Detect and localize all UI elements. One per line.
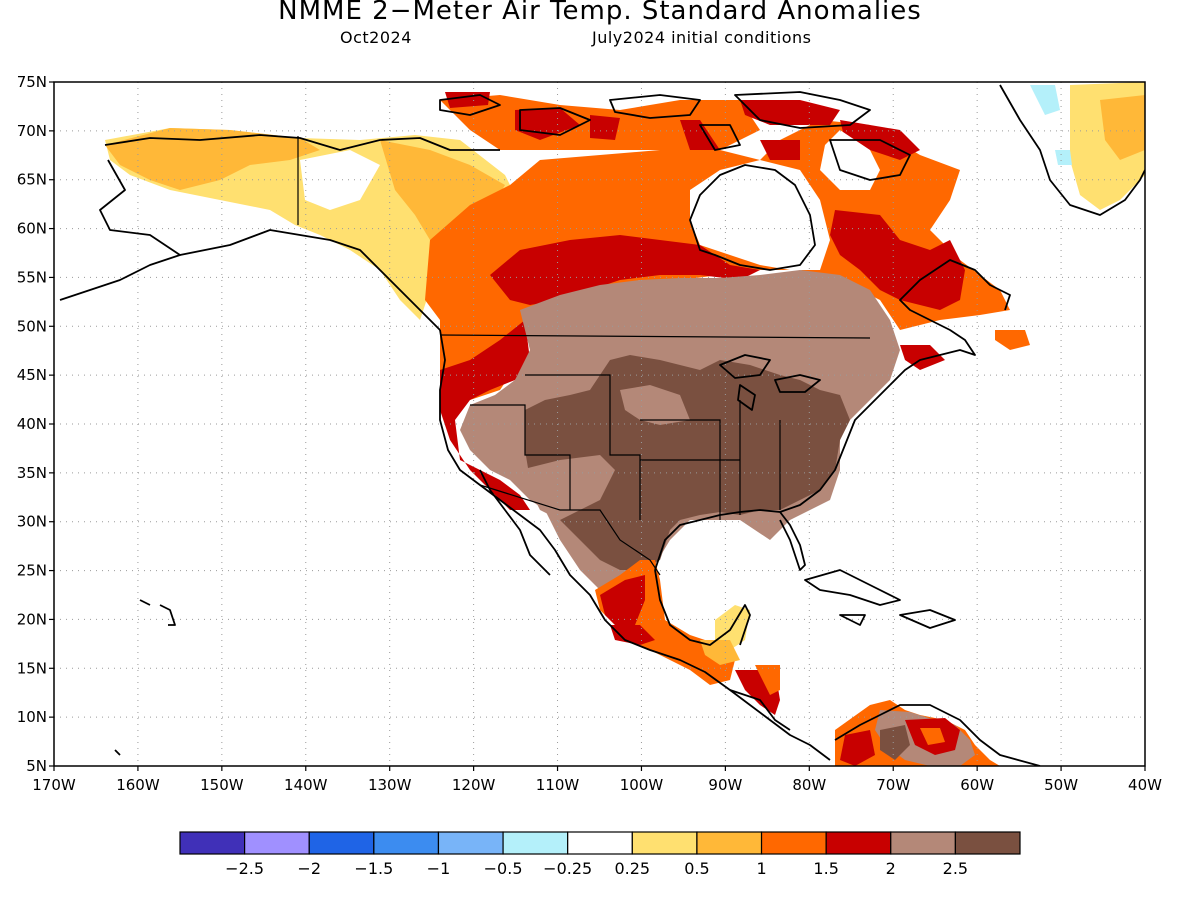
lat-label: 25N xyxy=(17,562,47,580)
lat-label: 75N xyxy=(17,73,47,91)
axis-ticks xyxy=(49,81,1146,771)
lon-label: 120W xyxy=(452,776,496,794)
longitude-labels: 170W 160W 150W 140W 130W 120W 110W 100W 90W 80W 70… xyxy=(32,776,1162,794)
colorbar-label: 0.5 xyxy=(684,859,709,878)
lon-label: 160W xyxy=(116,776,160,794)
lon-label: 80W xyxy=(792,776,826,794)
lat-label: 35N xyxy=(17,464,47,482)
colorbar-label: −2 xyxy=(297,859,321,878)
colorbar-swatch xyxy=(760,831,827,855)
lat-label: 60N xyxy=(17,220,47,238)
coastlines xyxy=(59,84,1145,766)
lon-label: 40W xyxy=(1128,776,1162,794)
lon-label: 140W xyxy=(284,776,328,794)
initial-conditions: July2024 initial conditions xyxy=(592,28,812,47)
colorbar-swatch xyxy=(308,831,375,855)
anomaly-shading xyxy=(105,82,1145,766)
colorbar-swatch xyxy=(825,831,892,855)
forecast-month: Oct2024 xyxy=(340,28,412,47)
colorbar-label: 2.5 xyxy=(943,859,968,878)
lat-label: 5N xyxy=(26,757,47,775)
lon-label: 90W xyxy=(708,776,742,794)
lon-label: 60W xyxy=(960,776,994,794)
lat-label: 70N xyxy=(17,122,47,140)
graticule xyxy=(54,82,1145,766)
chart-title: NMME 2−Meter Air Temp. Standard Anomalie… xyxy=(278,0,922,26)
colorbar-swatch xyxy=(696,831,763,855)
lon-label: 50W xyxy=(1044,776,1078,794)
colorbar-swatch xyxy=(437,831,504,855)
political-borders xyxy=(297,136,871,576)
lat-label: 30N xyxy=(17,513,47,531)
colorbar-label: 2 xyxy=(886,859,896,878)
colorbar-swatch xyxy=(244,831,310,855)
colorbar-label: −0.25 xyxy=(543,859,592,878)
lon-label: 130W xyxy=(368,776,412,794)
colorbar-label: −1 xyxy=(427,859,451,878)
lat-label: 20N xyxy=(17,610,47,628)
colorbar-labels: −2.5 −2 −1.5 −1 −0.5 −0.25 0.25 0.5 1 1.5 2 2.5 xyxy=(225,859,968,878)
colorbar-label: −2.5 xyxy=(225,859,264,878)
colorbar-swatch xyxy=(631,831,698,855)
lat-label: 45N xyxy=(17,366,47,384)
colorbar-swatch xyxy=(373,831,440,855)
lat-label: 50N xyxy=(17,317,47,335)
lon-label: 70W xyxy=(876,776,910,794)
colorbar-label: 1.5 xyxy=(813,859,838,878)
colorbar-swatch xyxy=(179,831,246,855)
latitude-labels: 75N 70N 65N 60N 55N 50N 45N 40N 35N 30N 25N 20N 15N 1… xyxy=(17,73,47,775)
lon-label: 110W xyxy=(536,776,580,794)
colorbar-swatch xyxy=(890,831,956,855)
colorbar-swatch xyxy=(502,831,569,855)
colorbar-label: 0.25 xyxy=(614,859,650,878)
lat-label: 40N xyxy=(17,415,47,433)
colorbar-swatch xyxy=(567,831,633,855)
anomaly-region-hudson xyxy=(490,235,760,305)
colorbar-label: −0.5 xyxy=(484,859,523,878)
colorbar-label: 1 xyxy=(756,859,766,878)
lon-label: 150W xyxy=(200,776,244,794)
anomaly-region-south-plains xyxy=(525,355,850,570)
colorbar xyxy=(179,831,1021,855)
lat-label: 10N xyxy=(17,708,47,726)
colorbar-swatch xyxy=(954,831,1021,855)
anomaly-region-alaska-orange xyxy=(105,128,320,190)
anomaly-region-labrador xyxy=(830,210,965,310)
colorbar-label: −1.5 xyxy=(354,859,393,878)
lon-label: 170W xyxy=(32,776,76,794)
anomaly-region-pacific-coast xyxy=(440,320,530,510)
lon-label: 100W xyxy=(620,776,664,794)
lat-label: 55N xyxy=(17,268,47,286)
lat-label: 65N xyxy=(17,171,47,189)
lat-label: 15N xyxy=(17,659,47,677)
